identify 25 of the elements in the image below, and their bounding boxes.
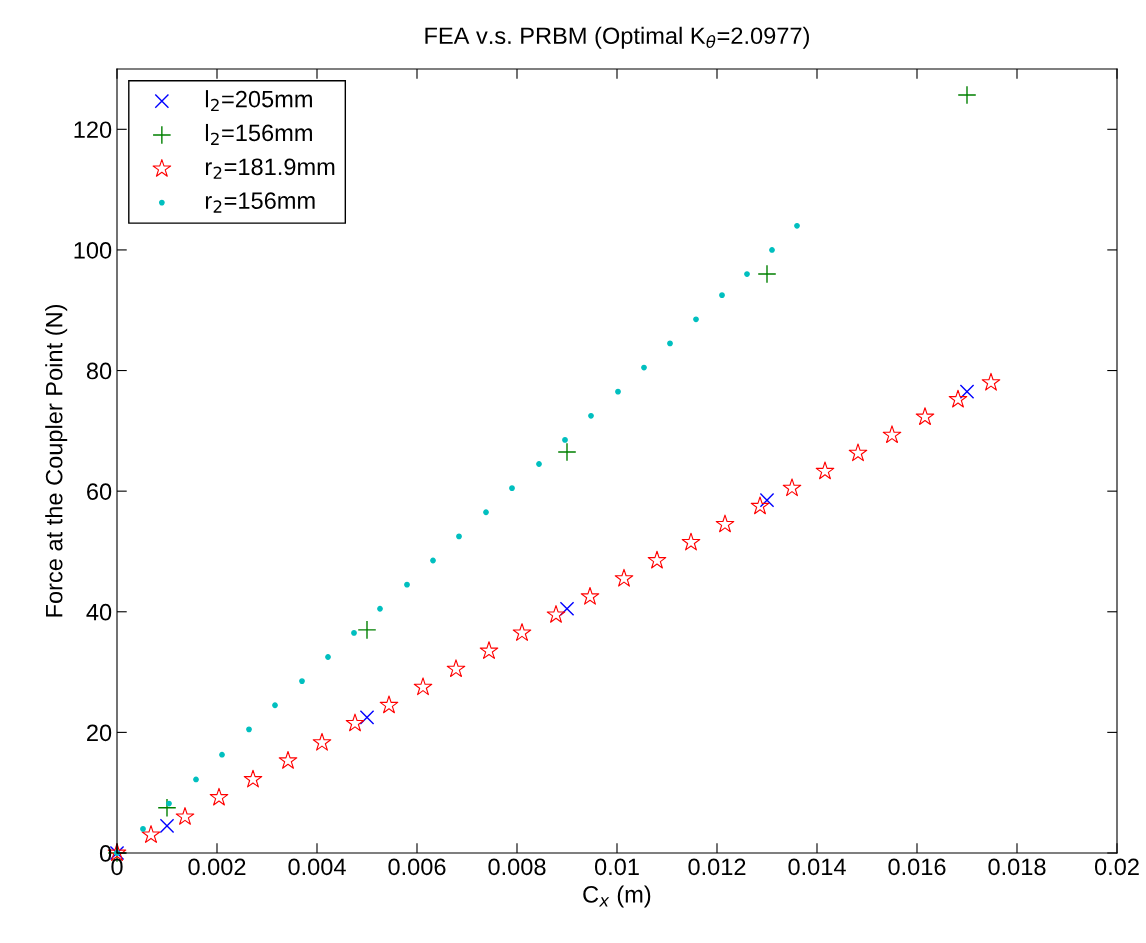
x-tick-label: 0.004 [288, 858, 346, 876]
x-tick-label: 0.02 [1094, 858, 1139, 876]
y-tick-label: 40 [86, 603, 112, 621]
y-tick-label: 0 [99, 845, 112, 862]
y-tick-label: 80 [86, 362, 112, 380]
x-tick-label: 0.016 [888, 858, 946, 876]
y-tick-label: 120 [74, 121, 112, 139]
x-tick-label: 0.006 [388, 858, 446, 876]
x-tick-label: 0.002 [188, 858, 246, 876]
x-tick-label: 0.014 [788, 858, 846, 876]
x-tick-label: 0.008 [488, 858, 546, 876]
legend-label: r$_{2}$=181.9mm [205, 158, 335, 179]
x-tick-label: 0.018 [988, 858, 1046, 876]
legend-label: r$_{2}$=156mm [205, 192, 315, 213]
y-tick-label: 60 [87, 483, 112, 500]
y-tick-label: 100 [74, 241, 112, 259]
y-tick-label: 20 [87, 724, 112, 742]
x-axis-title: C$_{x}$ (m) [583, 885, 651, 908]
x-tick-label: 0 [111, 858, 123, 876]
x-tick-label: 0.012 [688, 858, 746, 876]
x-tick-label: 0.01 [594, 858, 639, 876]
chart-title: FEA v.s. PRBM (Optimal K$_{θ}$=2.0977) [425, 26, 809, 49]
legend-label: l$_{2}$=156mm [205, 123, 312, 145]
y-axis-title: Force at the Coupler Point (N) [45, 304, 68, 617]
legend-label: l$_{2}$=205mm [205, 90, 312, 112]
